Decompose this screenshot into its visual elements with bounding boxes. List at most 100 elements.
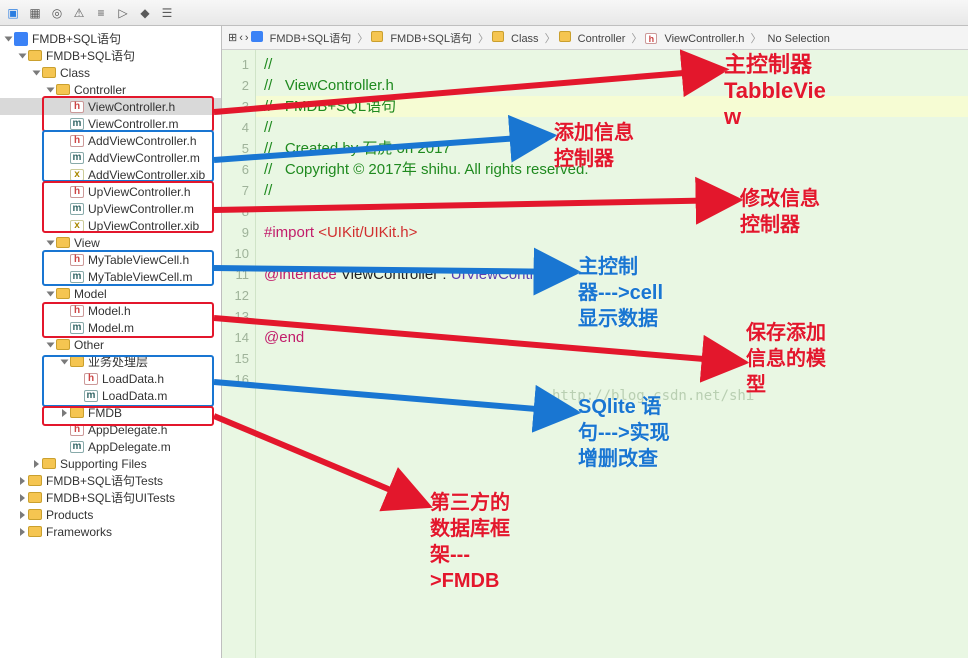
file-row[interactable]: mLoadData.m bbox=[0, 387, 221, 404]
fold-icon bbox=[42, 458, 56, 469]
disclosure-icon[interactable] bbox=[20, 494, 25, 502]
disclosure-icon[interactable] bbox=[20, 528, 25, 536]
row-label: AddViewController.xib bbox=[88, 168, 205, 182]
xc-icon bbox=[14, 32, 28, 46]
fold-icon bbox=[371, 31, 383, 42]
disclosure-icon[interactable] bbox=[20, 477, 25, 485]
folder-row[interactable]: Frameworks bbox=[0, 523, 221, 540]
m-icon: m bbox=[70, 271, 84, 283]
row-label: MyTableViewCell.m bbox=[88, 270, 192, 284]
jump-segment[interactable]: ViewController.h bbox=[661, 33, 747, 45]
jump-segment[interactable]: Controller bbox=[575, 33, 629, 45]
folder-row[interactable]: FMDB+SQL语句 bbox=[0, 47, 221, 64]
row-label: Class bbox=[60, 66, 90, 80]
file-row[interactable]: h AddViewController.h bbox=[0, 132, 221, 149]
m-icon: m bbox=[70, 203, 84, 215]
h-icon: h bbox=[70, 186, 84, 198]
h-icon: h bbox=[70, 135, 84, 147]
disclosure-icon[interactable] bbox=[61, 359, 69, 364]
navigator-toolbar: ▣ ▦ ◎ ⚠ ≡ ▷ ◆ ☰ bbox=[0, 0, 968, 26]
chevron-icon: 〉 bbox=[631, 33, 642, 45]
jump-segment[interactable]: No Selection bbox=[764, 33, 829, 45]
jump-bar[interactable]: ⊞ ‹ › FMDB+SQL语句 〉 FMDB+SQL语句 〉 Class 〉 … bbox=[222, 26, 968, 50]
disclosure-icon[interactable] bbox=[47, 240, 55, 245]
file-row[interactable]: m MyTableViewCell.m bbox=[0, 268, 221, 285]
file-row[interactable]: hUpViewController.h bbox=[0, 183, 221, 200]
row-label: AppDelegate.h bbox=[88, 423, 167, 437]
m-icon: m bbox=[70, 152, 84, 164]
row-label: Model.h bbox=[88, 304, 131, 318]
file-row[interactable]: xAddViewController.xib bbox=[0, 166, 221, 183]
folder-row[interactable]: Class bbox=[0, 64, 221, 81]
folder-row[interactable]: FMDB+SQL语句 bbox=[0, 30, 221, 47]
file-row[interactable]: mModel.m bbox=[0, 319, 221, 336]
disclosure-icon[interactable] bbox=[47, 342, 55, 347]
folder-row[interactable]: Products bbox=[0, 506, 221, 523]
disclosure-icon[interactable] bbox=[5, 36, 13, 41]
layers-icon[interactable]: ≡ bbox=[94, 6, 108, 20]
file-row[interactable]: hViewController.h bbox=[0, 98, 221, 115]
file-row[interactable]: h AppDelegate.h bbox=[0, 421, 221, 438]
file-row[interactable]: mAppDelegate.m bbox=[0, 438, 221, 455]
folder-row[interactable]: View bbox=[0, 234, 221, 251]
grid-icon[interactable]: ▦ bbox=[28, 6, 42, 20]
chevron-icon: 〉 bbox=[478, 33, 489, 45]
report-icon[interactable]: ☰ bbox=[160, 6, 174, 20]
m-icon: m bbox=[70, 118, 84, 130]
folder-row[interactable]: FMDB+SQL语句Tests bbox=[0, 472, 221, 489]
file-row[interactable]: hMyTableViewCell.h bbox=[0, 251, 221, 268]
folder-row[interactable]: Supporting Files bbox=[0, 455, 221, 472]
file-row[interactable]: m AddViewController.m bbox=[0, 149, 221, 166]
disclosure-icon[interactable] bbox=[19, 53, 27, 58]
disclosure-icon[interactable] bbox=[62, 409, 67, 417]
folder-row[interactable]: Other bbox=[0, 336, 221, 353]
row-label: Other bbox=[74, 338, 104, 352]
file-row[interactable]: hLoadData.h bbox=[0, 370, 221, 387]
row-label: UpViewController.xib bbox=[88, 219, 199, 233]
row-label: UpViewController.m bbox=[88, 202, 194, 216]
folder-row[interactable]: 业务处理层 bbox=[0, 353, 221, 370]
disclosure-icon[interactable] bbox=[33, 70, 41, 75]
row-label: FMDB+SQL语句UITests bbox=[46, 489, 175, 506]
folder-row[interactable]: Model bbox=[0, 285, 221, 302]
forward-icon[interactable]: › bbox=[245, 32, 249, 44]
row-label: Model.m bbox=[88, 321, 134, 335]
breakpoints-icon[interactable]: ◆ bbox=[138, 6, 152, 20]
disclosure-icon[interactable] bbox=[47, 87, 55, 92]
file-row[interactable]: mViewController.m bbox=[0, 115, 221, 132]
file-row[interactable]: m UpViewController.m bbox=[0, 200, 221, 217]
h-icon: h bbox=[70, 424, 84, 436]
jump-segment[interactable]: Class bbox=[508, 33, 542, 45]
folder-row[interactable]: FMDB bbox=[0, 404, 221, 421]
row-label: FMDB+SQL语句 bbox=[46, 47, 135, 64]
m-icon: m bbox=[84, 390, 98, 402]
jump-segment[interactable]: FMDB+SQL语句 bbox=[387, 33, 475, 45]
folder-nav-icon[interactable]: ▣ bbox=[6, 6, 20, 20]
folder-row[interactable]: FMDB+SQL语句UITests bbox=[0, 489, 221, 506]
row-label: 业务处理层 bbox=[88, 353, 148, 370]
scm-icon[interactable]: ◎ bbox=[50, 6, 64, 20]
jump-segment[interactable]: FMDB+SQL语句 bbox=[267, 33, 355, 45]
fold-icon bbox=[56, 237, 70, 248]
grid-icon[interactable]: ⊞ bbox=[228, 31, 237, 44]
fold-icon bbox=[28, 475, 42, 486]
editor-area: ⊞ ‹ › FMDB+SQL语句 〉 FMDB+SQL语句 〉 Class 〉 … bbox=[222, 26, 968, 658]
source-editor[interactable]: 12345678910111213141516 //// ViewControl… bbox=[222, 50, 968, 658]
row-label: AddViewController.h bbox=[88, 134, 197, 148]
fold-icon bbox=[56, 288, 70, 299]
row-label: AddViewController.m bbox=[88, 151, 200, 165]
code-content[interactable]: //// ViewController.h// FMDB+SQL语句//// C… bbox=[256, 50, 589, 658]
back-icon[interactable]: ‹ bbox=[239, 32, 243, 44]
debug-icon[interactable]: ▷ bbox=[116, 6, 130, 20]
row-label: Products bbox=[46, 508, 93, 522]
fold-icon bbox=[28, 50, 42, 61]
disclosure-icon[interactable] bbox=[20, 511, 25, 519]
row-label: Supporting Files bbox=[60, 457, 147, 471]
disclosure-icon[interactable] bbox=[47, 291, 55, 296]
warning-icon[interactable]: ⚠ bbox=[72, 6, 86, 20]
file-row[interactable]: xUpViewController.xib bbox=[0, 217, 221, 234]
folder-row[interactable]: Controller bbox=[0, 81, 221, 98]
row-label: Controller bbox=[74, 83, 126, 97]
file-row[interactable]: hModel.h bbox=[0, 302, 221, 319]
disclosure-icon[interactable] bbox=[34, 460, 39, 468]
